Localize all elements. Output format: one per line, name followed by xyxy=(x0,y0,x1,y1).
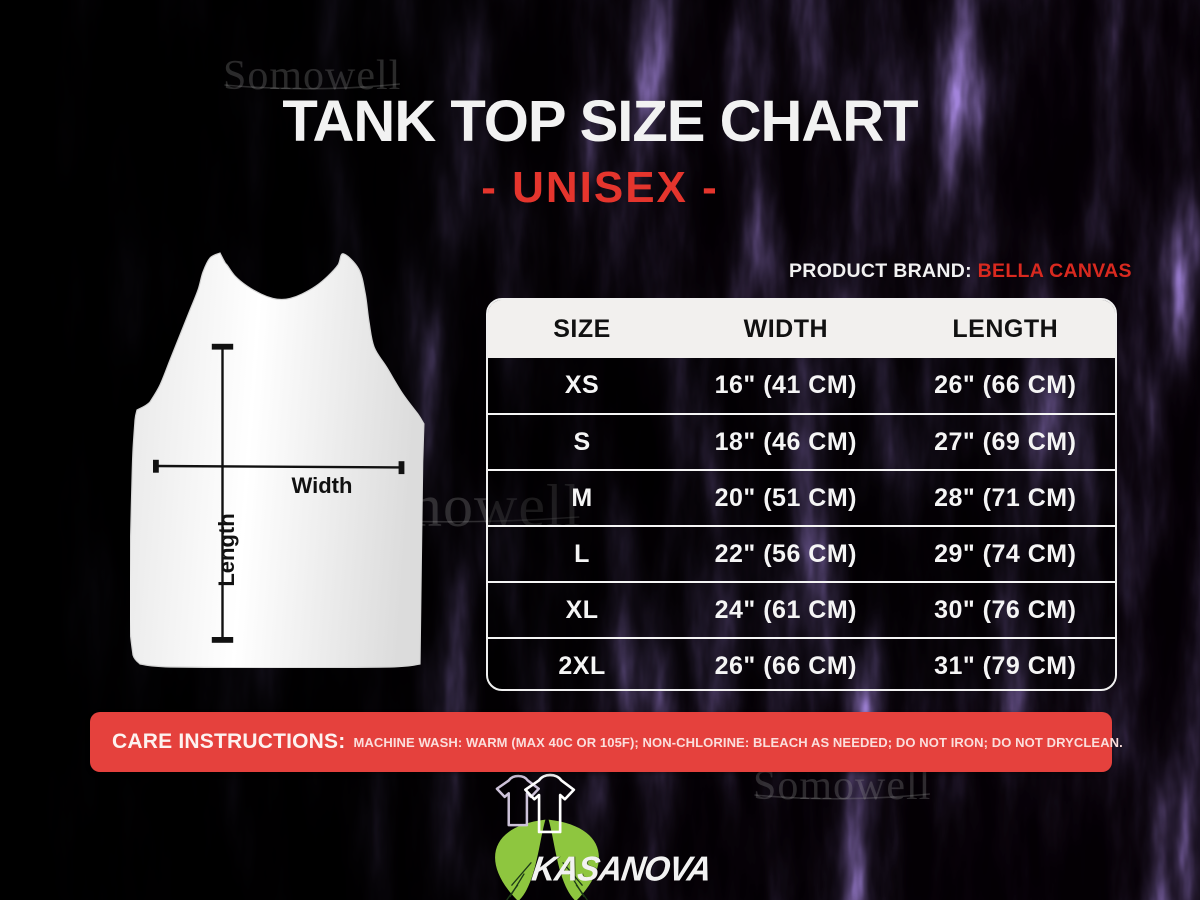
svg-text:Length: Length xyxy=(214,513,239,586)
svg-text:Width: Width xyxy=(292,473,353,498)
